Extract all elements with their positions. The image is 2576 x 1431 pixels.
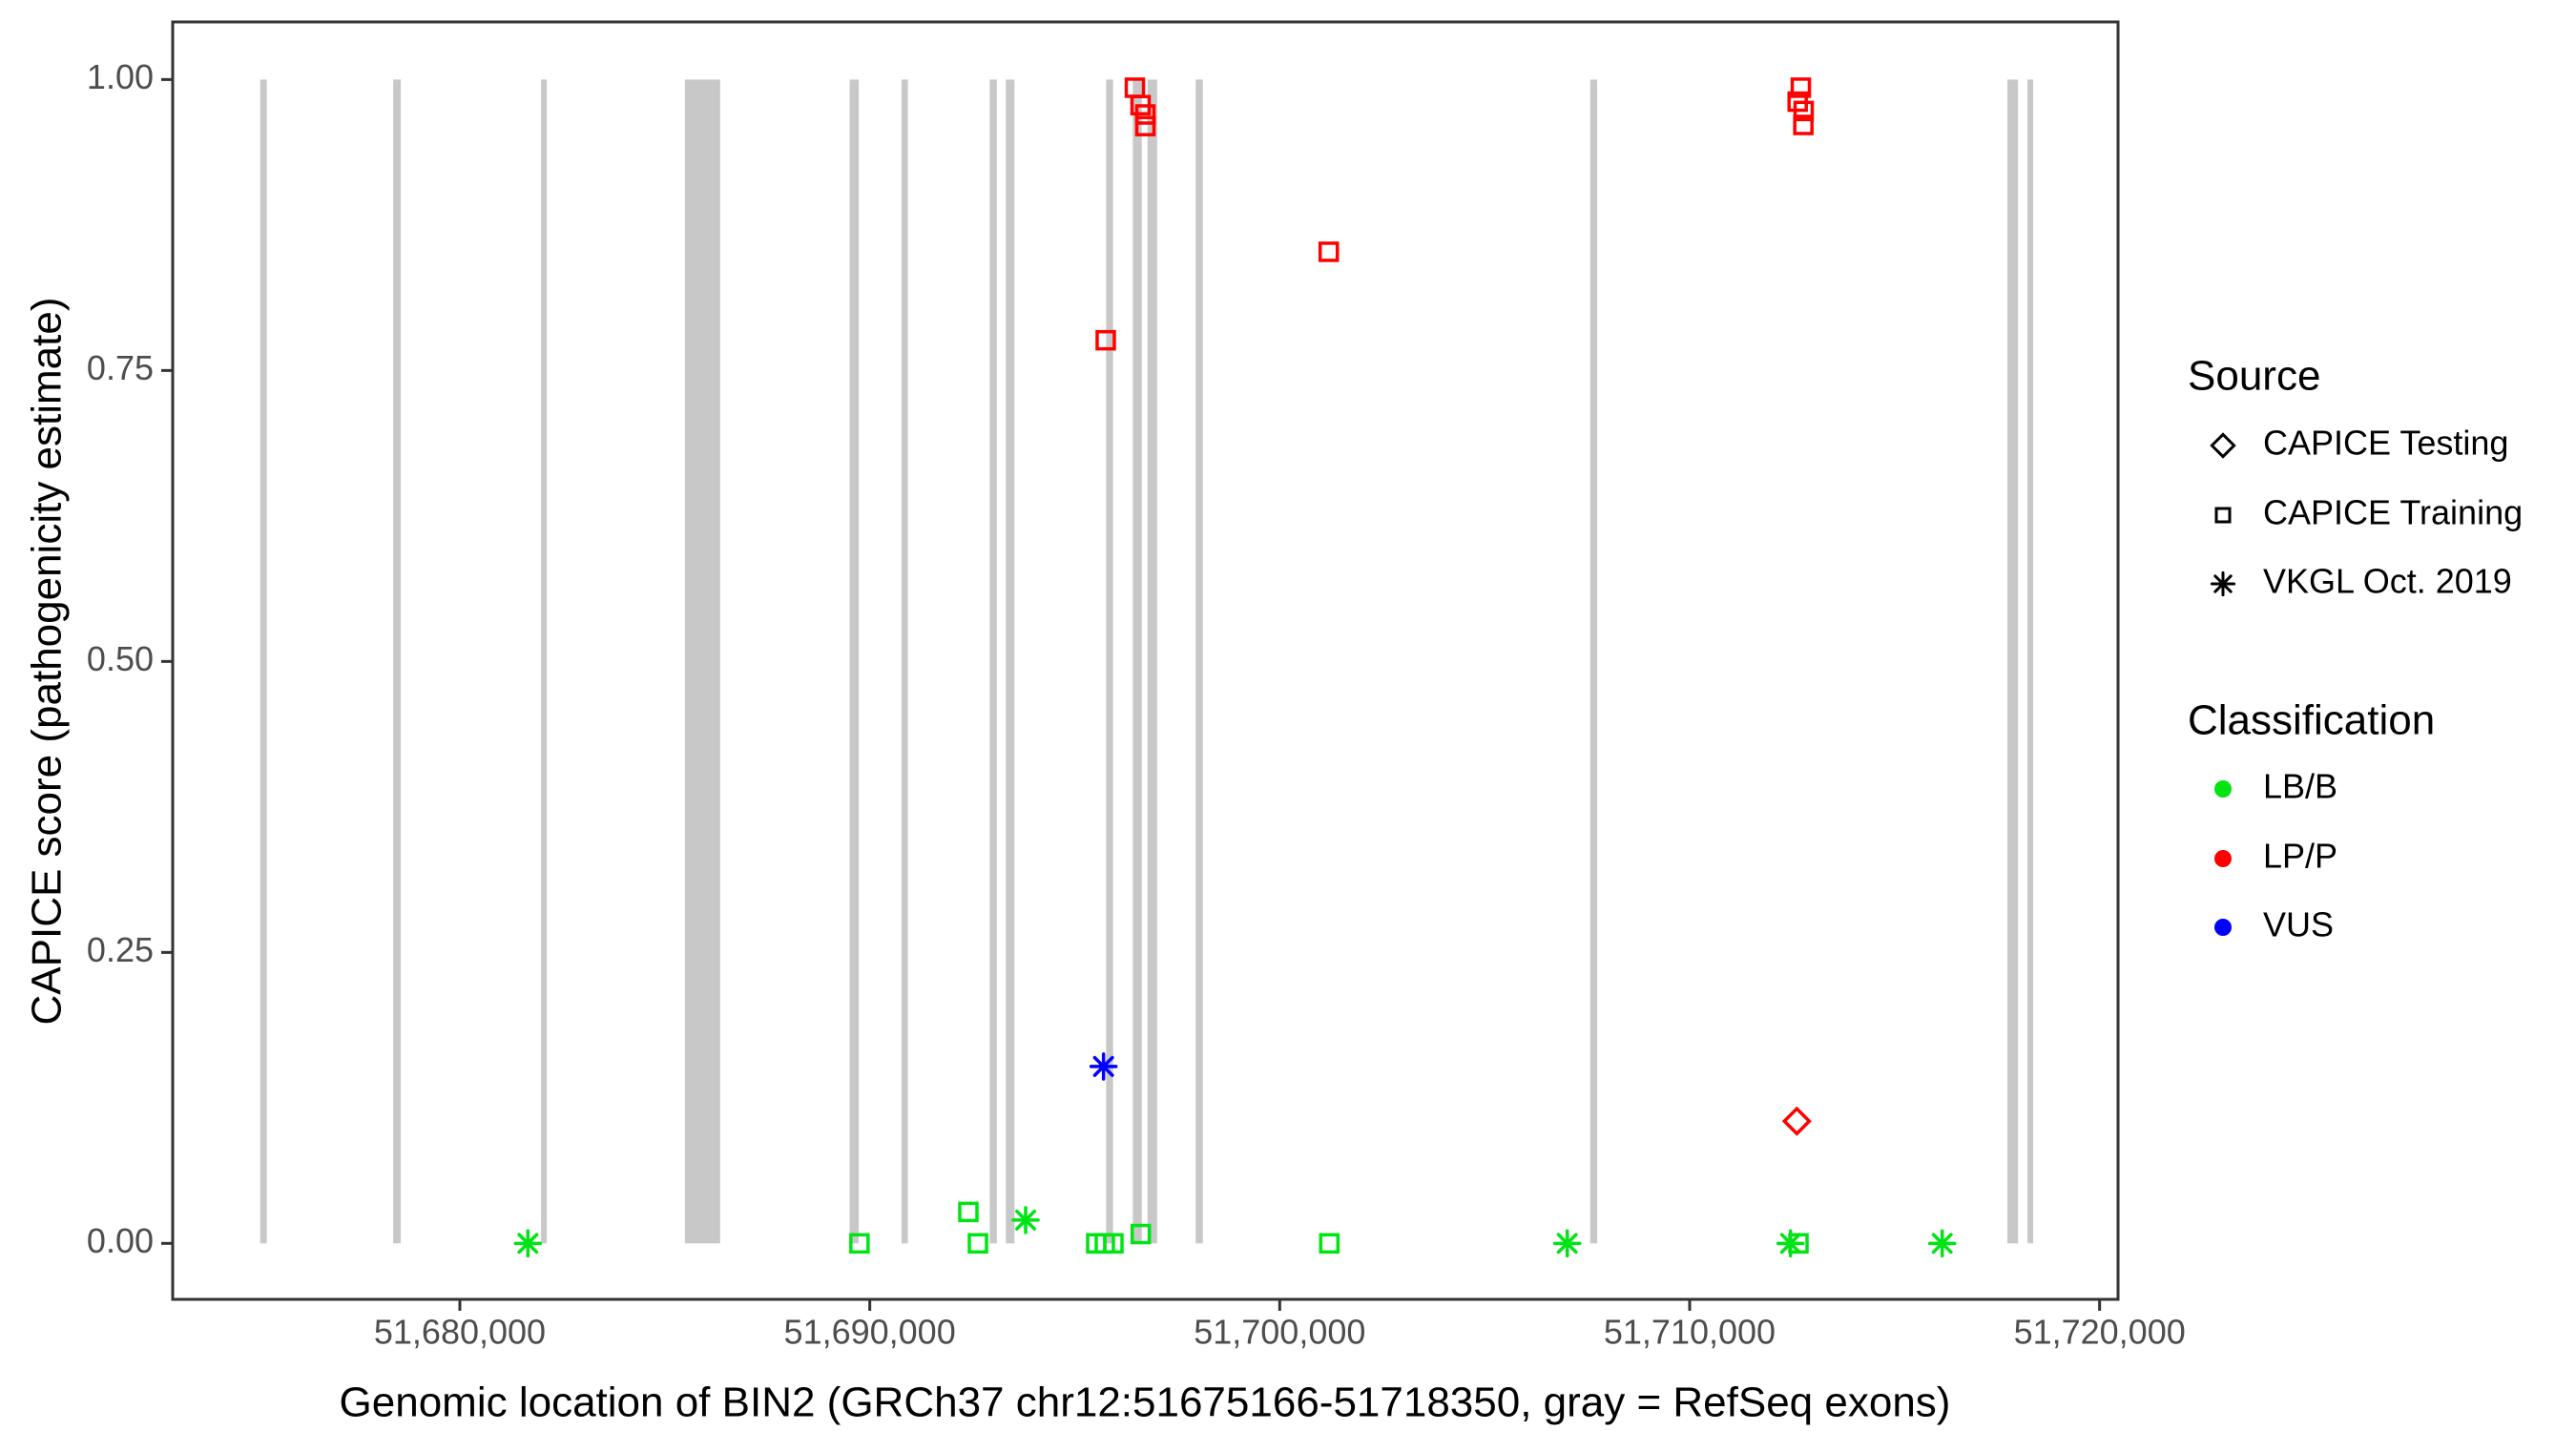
x-tick-label: 51,700,000 <box>1194 1313 1365 1352</box>
marker-square <box>1790 77 1812 98</box>
marker-square <box>1318 241 1340 262</box>
asterisk-ray <box>1556 1233 1578 1255</box>
asterisk-ray <box>1931 1233 1953 1255</box>
exon-bar <box>1006 79 1015 1244</box>
asterisk-ray <box>1015 1209 1036 1231</box>
legend-source-item-label: CAPICE Testing <box>2263 424 2508 463</box>
panel-border <box>171 20 2120 1301</box>
exon-bar <box>1147 79 1157 1244</box>
exon-bar <box>1132 79 1142 1244</box>
exon-bar <box>1106 79 1113 1244</box>
marker-square <box>958 1201 979 1223</box>
axes: 51,680,000 51,690,000 51,700,000 51,710,000… <box>87 20 2186 1352</box>
legend-classification-item-label: LP/P <box>2263 837 2337 876</box>
legend-source-item-label: VKGL Oct. 2019 <box>2263 562 2512 601</box>
y-tick-label: 0.25 <box>87 930 154 969</box>
x-tick-label: 51,720,000 <box>2014 1313 2186 1352</box>
exon-bar <box>2027 79 2034 1244</box>
marker-circle <box>2214 919 2232 936</box>
marker-asterisk <box>1552 1229 1582 1258</box>
marker-asterisk <box>1927 1229 1957 1258</box>
asterisk-ray <box>517 1233 539 1255</box>
exon-bar <box>260 79 267 1244</box>
marker-square <box>1130 1223 1152 1245</box>
marker-square <box>1134 115 1156 136</box>
exon-bar <box>1589 79 1598 1244</box>
legend-classification-item-label: VUS <box>2263 905 2334 944</box>
legend-source-item-label: CAPICE Training <box>2263 493 2523 532</box>
x-tick-label: 51,680,000 <box>374 1313 546 1352</box>
marker-square <box>1134 104 1156 125</box>
y-tick-label: 1.00 <box>87 57 154 96</box>
marker-square <box>1095 329 1116 351</box>
exon-bar <box>989 79 997 1244</box>
x-tick-label: 51,690,000 <box>784 1313 956 1352</box>
marker-square <box>1793 114 1814 135</box>
x-axis-title: Genomic location of BIN2 (GRCh37 chr12:5… <box>340 1379 1951 1426</box>
y-tick-label: 0.50 <box>87 639 154 678</box>
y-tick-label: 0.75 <box>87 348 154 387</box>
marker-asterisk <box>2210 570 2236 597</box>
marker-diamond <box>1781 1106 1812 1136</box>
exon-bar <box>1195 79 1203 1244</box>
marker-square <box>1319 1233 1340 1255</box>
marker-square <box>849 1233 870 1255</box>
x-tick-label: 51,710,000 <box>1604 1313 1776 1352</box>
exon-bar <box>541 79 548 1244</box>
marker-square <box>2214 507 2232 524</box>
asterisk-ray <box>2213 574 2233 593</box>
marker-square <box>967 1233 988 1255</box>
marker-diamond <box>2210 432 2236 459</box>
marker-asterisk <box>1776 1229 1805 1258</box>
data-points <box>513 77 1957 1258</box>
marker-square <box>1793 100 1815 122</box>
refseq-exon-bars <box>260 79 2034 1244</box>
marker-asterisk <box>1011 1206 1040 1234</box>
marker-circle <box>2214 850 2232 867</box>
legend: Source CAPICE Testing CAPICE Training VKGL … <box>2188 353 2523 944</box>
marker-asterisk <box>513 1229 543 1258</box>
exon-bar <box>849 79 860 1244</box>
asterisk-ray <box>1092 1055 1114 1077</box>
legend-classification-item-label: LB/B <box>2263 767 2337 806</box>
asterisk-ray <box>1779 1233 1801 1255</box>
legend-source-title: Source <box>2188 353 2320 400</box>
marker-asterisk <box>1089 1052 1118 1081</box>
legend-classification-title: Classification <box>2188 697 2435 744</box>
y-axis-title: CAPICE score (pathogenicity estimate) <box>24 298 71 1026</box>
exon-bar <box>684 79 720 1244</box>
y-tick-label: 0.00 <box>87 1221 154 1260</box>
exon-bar <box>393 79 402 1244</box>
exon-bar <box>901 79 908 1244</box>
exon-bar <box>2006 79 2019 1244</box>
marker-square <box>1103 1233 1124 1255</box>
marker-circle <box>2214 780 2232 798</box>
